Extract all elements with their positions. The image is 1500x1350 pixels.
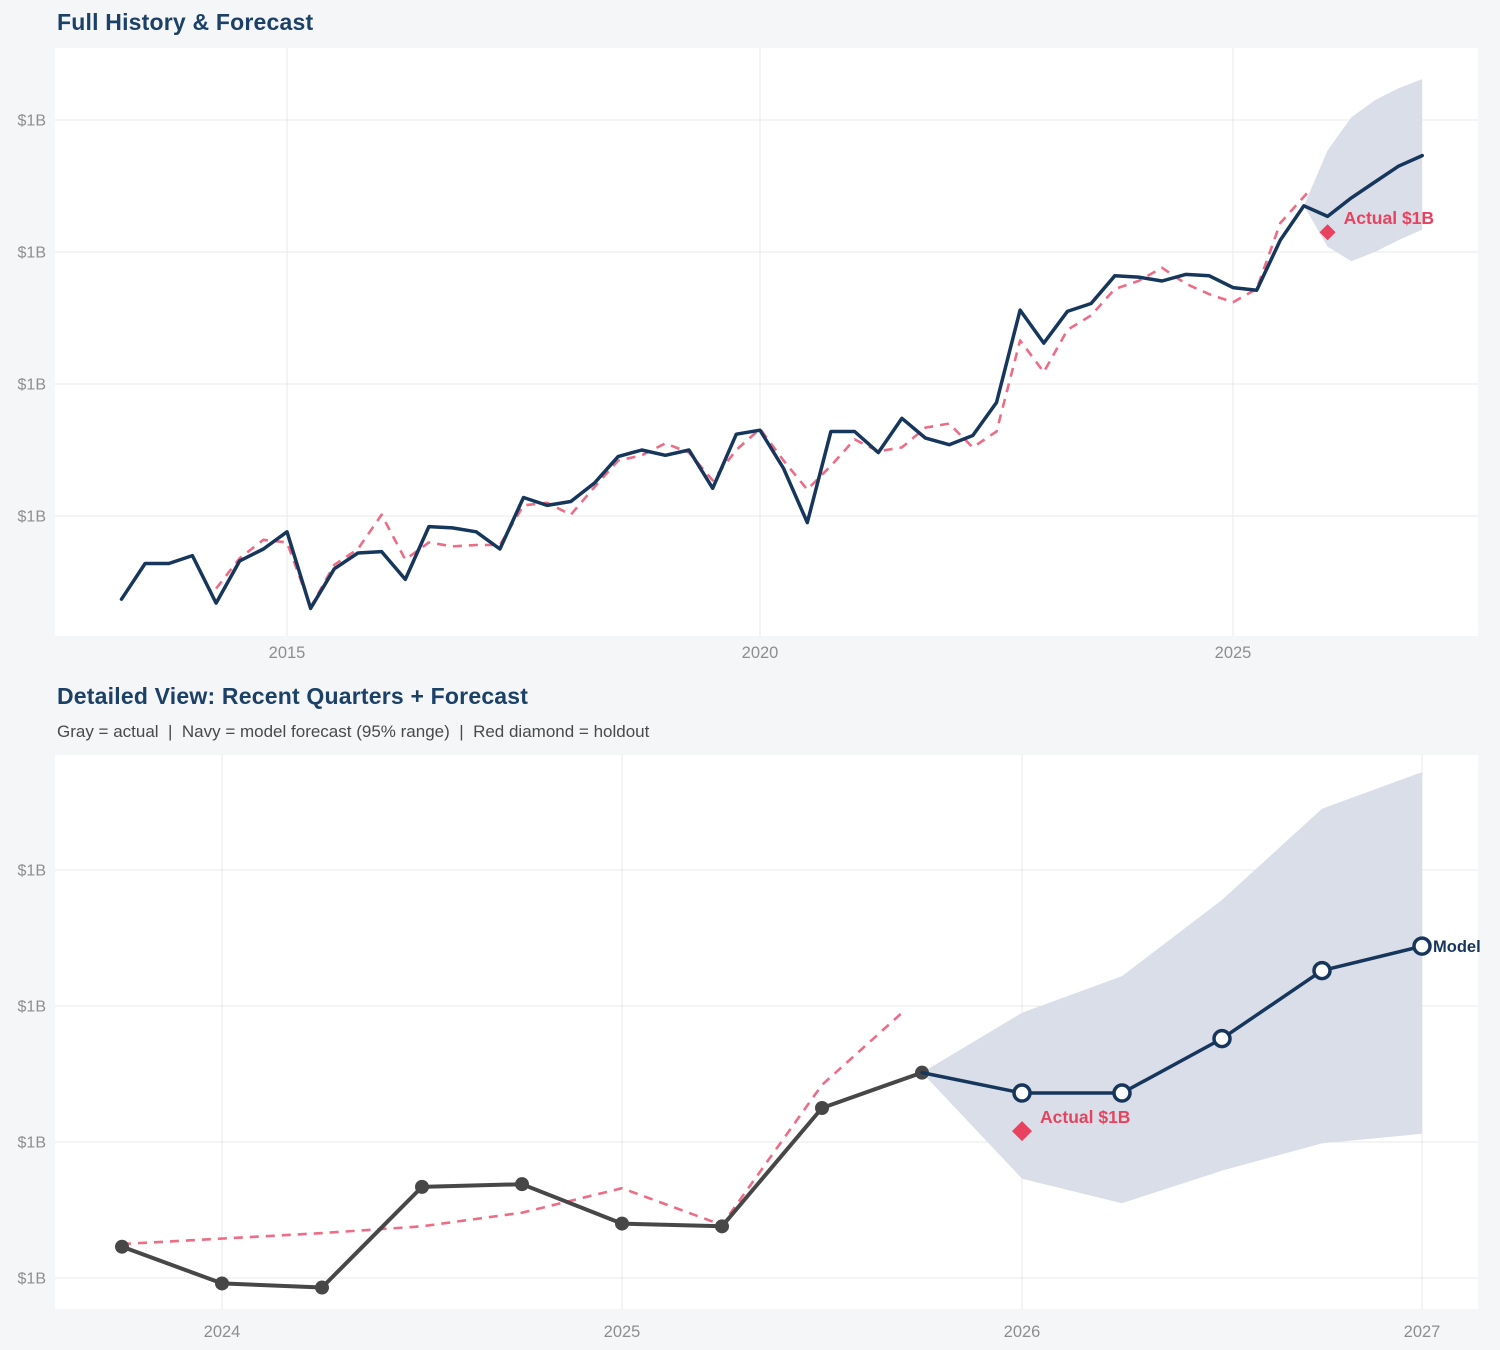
forecast-band: [922, 772, 1422, 1204]
forecast-point: [1412, 936, 1432, 956]
holdout-diamond: [1319, 224, 1336, 241]
x-tick-label: 2027: [1404, 1323, 1441, 1341]
y-tick-label: $1B: [18, 999, 46, 1016]
x-tick-label: 2015: [269, 644, 306, 662]
holdout-label: Actual $1B: [1040, 1107, 1130, 1127]
chart-2: $1B $1B $1B $1B 2024 2025 2026 2027 Model Actual …: [18, 755, 1481, 1341]
fitted-dashed-line: [215, 190, 1310, 609]
y-tick-label: $1B: [18, 113, 46, 130]
x-tick-label: 2025: [604, 1323, 641, 1341]
y-tick-label: $1B: [18, 1271, 46, 1288]
actual-point: [315, 1280, 329, 1295]
chart1-title: Full History & Forecast: [57, 9, 314, 35]
actual-point: [615, 1216, 629, 1231]
x-tick-label: 2024: [204, 1323, 241, 1341]
forecast-point: [1212, 1028, 1232, 1049]
actual-point: [815, 1101, 829, 1115]
forecast-point: [1112, 1083, 1132, 1103]
actual-point: [215, 1276, 229, 1291]
actual-point: [715, 1219, 729, 1234]
y-tick-label: $1B: [18, 245, 46, 262]
forecast-line: [920, 944, 1424, 1095]
holdout-diamond: [1012, 1121, 1032, 1142]
actual-point: [115, 1239, 129, 1254]
y-tick-label: $1B: [18, 1135, 46, 1152]
y-tick-label: $1B: [18, 377, 46, 394]
forecast-point: [1312, 960, 1332, 981]
chart2-subtitle: Gray = actual | Navy = model forecast (9…: [57, 722, 650, 741]
x-tick-label: 2025: [1215, 644, 1252, 662]
x-tick-label: 2020: [742, 644, 779, 662]
y-tick-label: $1B: [18, 509, 46, 526]
model-label: Model: [1433, 938, 1481, 956]
actual-point: [415, 1179, 429, 1194]
fitted-dashed-line: [121, 1011, 903, 1246]
holdout-label: Actual $1B: [1344, 208, 1434, 228]
actual-point: [515, 1177, 529, 1192]
y-tick-label: $1B: [18, 863, 46, 880]
chart-1: $1B $1B $1B $1B 2015 2020 2025 Actual $1B: [18, 48, 1478, 662]
history-forecast-line: [119, 153, 1424, 611]
plot-area: [55, 48, 1478, 636]
x-tick-label: 2026: [1004, 1323, 1041, 1341]
forecast-point: [1012, 1083, 1032, 1103]
chart2-title: Detailed View: Recent Quarters + Forecas…: [57, 683, 529, 709]
forecast-band: [1303, 79, 1423, 262]
